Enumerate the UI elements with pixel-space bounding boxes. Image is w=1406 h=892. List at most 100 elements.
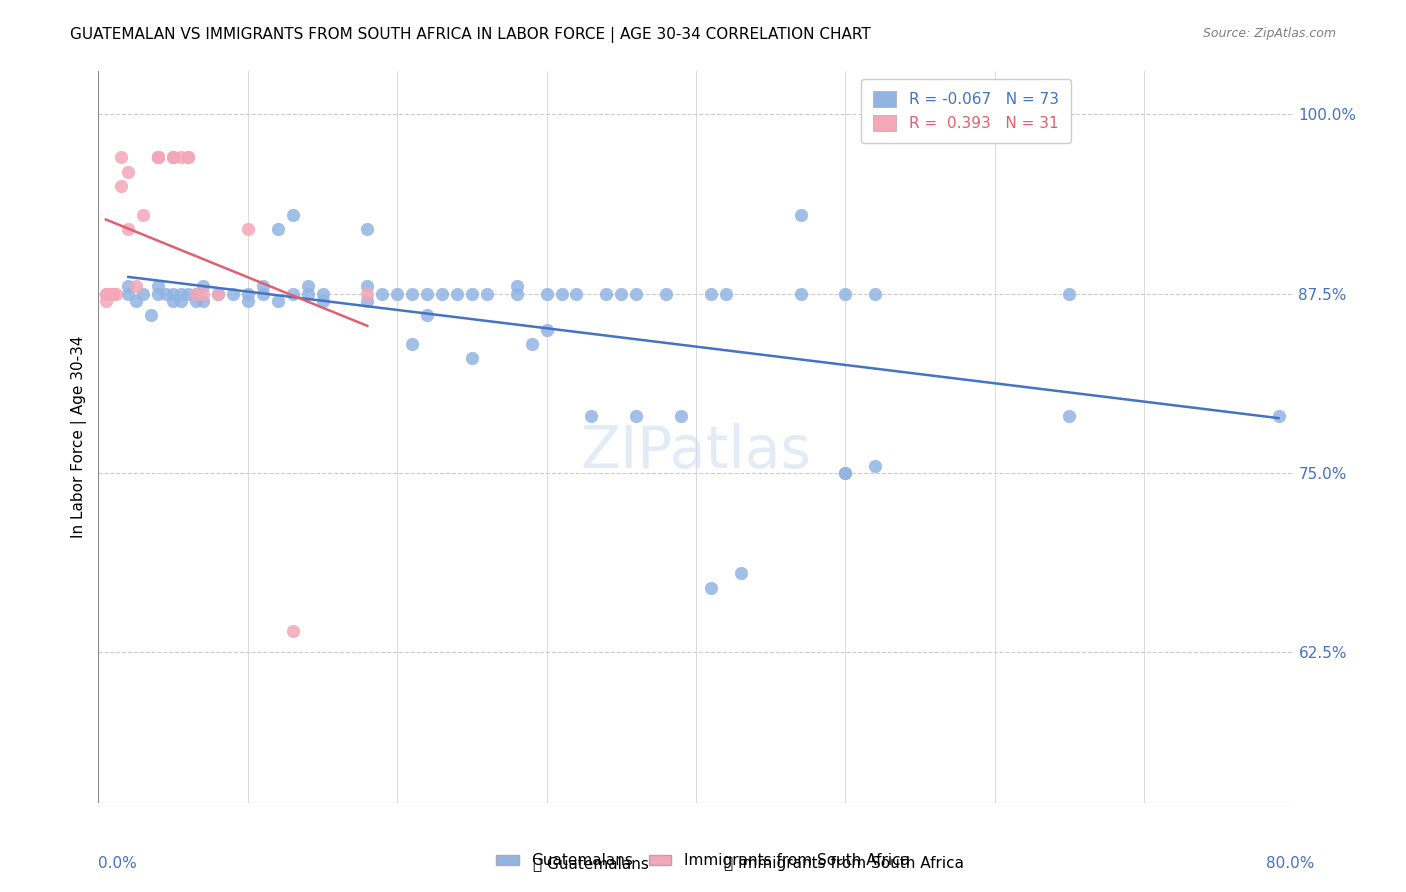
Point [117, 222, 139, 236]
Point [125, 293, 148, 308]
Legend: R = -0.067   N = 73, R =  0.393   N = 31: R = -0.067 N = 73, R = 0.393 N = 31 [862, 79, 1071, 143]
Point [385, 286, 409, 301]
Point [110, 179, 132, 194]
Point [834, 466, 856, 480]
Point [730, 566, 752, 581]
Point [117, 279, 139, 293]
Point [655, 286, 678, 301]
Point [297, 279, 319, 293]
Point [506, 286, 529, 301]
Point [139, 308, 162, 322]
Point [281, 624, 304, 638]
Point [148, 150, 170, 164]
Point [669, 409, 692, 423]
Point [148, 150, 170, 164]
Point [191, 293, 214, 308]
Point [162, 150, 184, 164]
Point [714, 286, 737, 301]
Point [700, 581, 723, 595]
Text: ZIPatlas: ZIPatlas [581, 423, 811, 480]
Point [1267, 409, 1289, 423]
Point [222, 286, 245, 301]
Point [177, 150, 200, 164]
Point [169, 150, 191, 164]
Point [162, 293, 184, 308]
Point [155, 286, 177, 301]
Point [610, 286, 633, 301]
Text: ⬜ Guatemalans: ⬜ Guatemalans [533, 856, 648, 871]
Point [177, 150, 200, 164]
Point [416, 286, 439, 301]
Point [177, 286, 200, 301]
Point [475, 286, 498, 301]
Point [416, 308, 439, 322]
Point [184, 286, 207, 301]
Point [148, 279, 170, 293]
Point [430, 286, 453, 301]
Text: GUATEMALAN VS IMMIGRANTS FROM SOUTH AFRICA IN LABOR FORCE | AGE 30-34 CORRELATIO: GUATEMALAN VS IMMIGRANTS FROM SOUTH AFRI… [70, 27, 872, 43]
Point [94, 286, 117, 301]
Point [356, 279, 378, 293]
Point [371, 286, 394, 301]
Point [461, 286, 484, 301]
Point [520, 336, 543, 351]
Text: ⬜ Immigrants from South Africa: ⬜ Immigrants from South Africa [724, 856, 963, 871]
Point [103, 286, 125, 301]
Point [94, 286, 117, 301]
Point [236, 222, 259, 236]
Point [565, 286, 588, 301]
Point [865, 458, 887, 473]
Point [536, 286, 558, 301]
Point [834, 466, 856, 480]
Point [267, 222, 290, 236]
Point [789, 286, 811, 301]
Point [207, 286, 229, 301]
Point [162, 150, 184, 164]
Point [252, 279, 274, 293]
Point [789, 208, 811, 222]
Text: 0.0%: 0.0% [98, 856, 138, 871]
Point [105, 286, 128, 301]
Point [110, 150, 132, 164]
Point [236, 286, 259, 301]
Point [1059, 286, 1081, 301]
Point [297, 286, 319, 301]
Point [169, 293, 191, 308]
Legend: Guatemalans, Immigrants from South Africa: Guatemalans, Immigrants from South Afric… [491, 847, 915, 874]
Point [311, 293, 333, 308]
Point [236, 293, 259, 308]
Point [207, 286, 229, 301]
Point [550, 286, 572, 301]
Point [148, 286, 170, 301]
Point [132, 208, 155, 222]
Point [401, 286, 423, 301]
Point [103, 286, 125, 301]
Point [281, 208, 304, 222]
Point [446, 286, 468, 301]
Point [626, 409, 648, 423]
Point [252, 286, 274, 301]
Point [97, 286, 120, 301]
Point [700, 286, 723, 301]
Point [184, 293, 207, 308]
Point [117, 286, 139, 301]
Point [506, 279, 529, 293]
Point [595, 286, 617, 301]
Point [117, 165, 139, 179]
Point [461, 351, 484, 366]
Point [132, 286, 155, 301]
Text: Source: ZipAtlas.com: Source: ZipAtlas.com [1202, 27, 1336, 40]
Point [311, 286, 333, 301]
Point [865, 286, 887, 301]
Point [94, 293, 117, 308]
Point [191, 279, 214, 293]
Point [148, 150, 170, 164]
Point [1059, 409, 1081, 423]
Point [184, 286, 207, 301]
Text: 80.0%: 80.0% [1267, 856, 1315, 871]
Point [356, 293, 378, 308]
Point [97, 286, 120, 301]
Point [356, 222, 378, 236]
Point [148, 150, 170, 164]
Point [536, 322, 558, 336]
